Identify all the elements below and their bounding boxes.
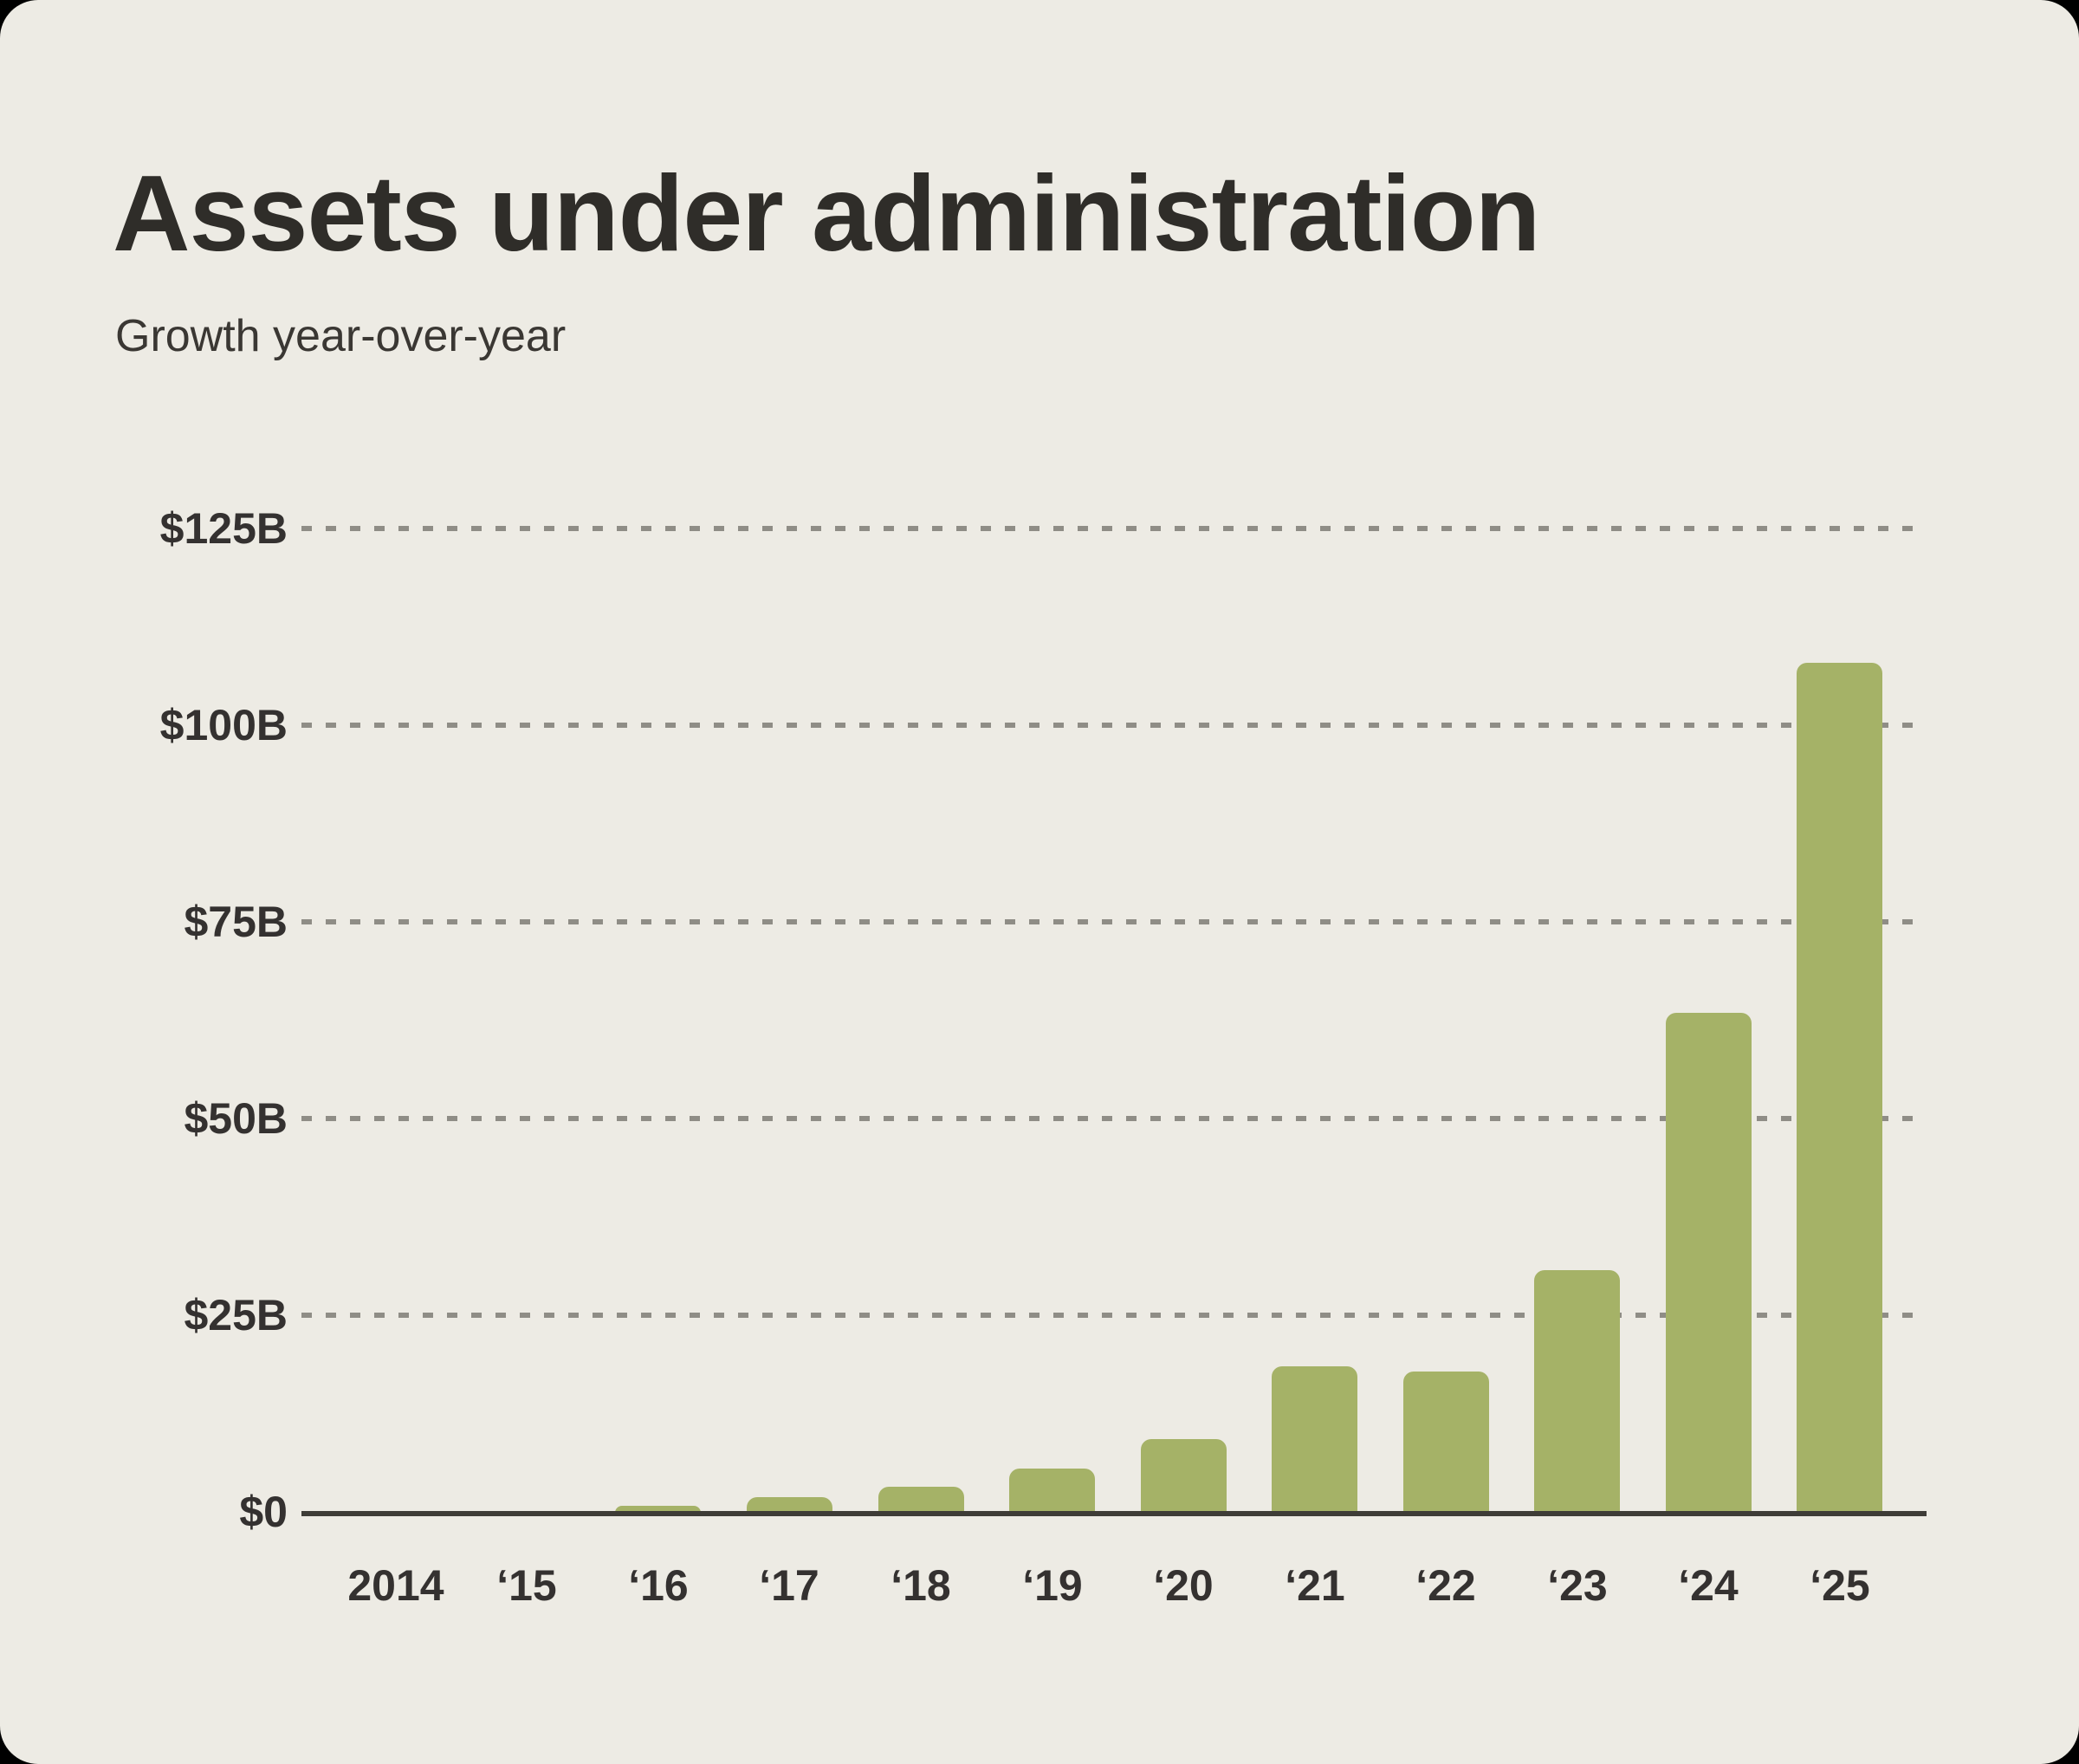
gridline-125b xyxy=(301,526,1927,531)
y-axis-label-125b: $125B xyxy=(159,504,288,553)
x-axis-label-20: ‘20 xyxy=(1153,1561,1214,1610)
bar-20 xyxy=(1141,1439,1227,1513)
x-axis-label-19: ‘19 xyxy=(1022,1561,1083,1610)
bar-24 xyxy=(1666,1013,1752,1513)
bar-18 xyxy=(878,1487,964,1513)
y-axis-label-100b: $100B xyxy=(159,701,288,749)
gridline-25b xyxy=(301,1313,1927,1318)
x-axis-label-22: ‘22 xyxy=(1415,1561,1476,1610)
x-axis-label-21: ‘21 xyxy=(1285,1561,1345,1610)
bar-19 xyxy=(1009,1469,1095,1513)
bar-25 xyxy=(1797,663,1882,1513)
x-axis-line xyxy=(301,1511,1927,1516)
y-axis-label-25b: $25B xyxy=(184,1291,288,1339)
x-axis-label-24: ‘24 xyxy=(1678,1561,1739,1610)
bar-21 xyxy=(1272,1366,1357,1513)
x-axis-label-16: ‘16 xyxy=(628,1561,689,1610)
y-axis-label-75b: $75B xyxy=(184,898,288,946)
y-axis-label-50b: $50B xyxy=(184,1094,288,1143)
bar-16 xyxy=(615,1506,701,1513)
gridline-100b xyxy=(301,723,1927,728)
gridline-75b xyxy=(301,919,1927,924)
x-axis-label-15: ‘15 xyxy=(496,1561,557,1610)
x-axis-label-23: ‘23 xyxy=(1547,1561,1608,1610)
x-axis-label-25: ‘25 xyxy=(1810,1561,1870,1610)
bar-22 xyxy=(1403,1372,1489,1513)
page-title: Assets under administration xyxy=(113,154,1540,274)
bar-23 xyxy=(1534,1270,1620,1513)
x-axis-label-2014: 2014 xyxy=(347,1561,444,1610)
chart-subtitle: Growth year-over-year xyxy=(115,311,567,361)
x-axis-label-17: ‘17 xyxy=(759,1561,819,1610)
bar-17 xyxy=(747,1497,832,1513)
y-axis-label-0: $0 xyxy=(239,1488,288,1536)
gridline-50b xyxy=(301,1116,1927,1121)
x-axis-label-18: ‘18 xyxy=(891,1561,951,1610)
